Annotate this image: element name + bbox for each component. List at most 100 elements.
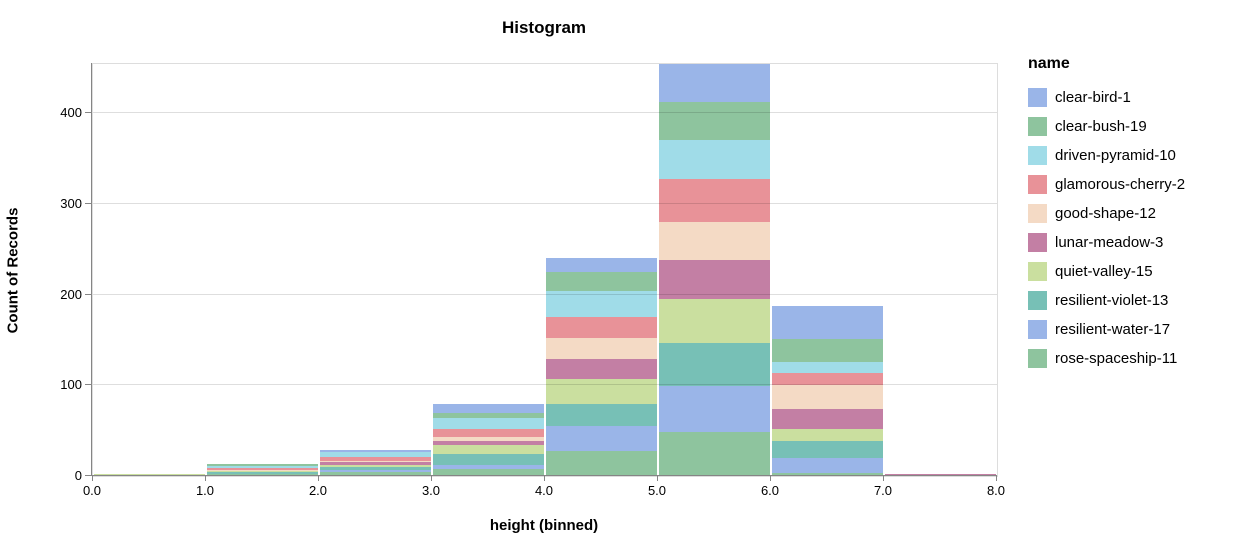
legend-swatch [1028, 204, 1047, 223]
bar-segment-rose-spaceship-11 [320, 472, 431, 476]
bar-segment-quiet-valley-15 [433, 445, 544, 455]
bar-segment-quiet-valley-15 [772, 428, 883, 441]
bar-segment-clear-bird-1 [433, 403, 544, 413]
plot-area [92, 63, 998, 477]
legend-swatch [1028, 291, 1047, 310]
x-tick-label: 2.0 [308, 483, 328, 498]
legend-label: glamorous-cherry-2 [1055, 176, 1186, 193]
bar-segment-resilient-violet-13 [772, 440, 883, 458]
bar-segment-rose-spaceship-11 [659, 432, 770, 476]
bar-segment-glamorous-cherry-2 [433, 428, 544, 438]
gridline-y-200 [93, 293, 997, 295]
bar-segment-driven-pyramid-10 [207, 466, 318, 468]
y-tick-label: 100 [60, 377, 82, 393]
y-tick-mark [85, 475, 91, 476]
bar-segment-driven-pyramid-10 [772, 361, 883, 373]
bar-segment-glamorous-cherry-2 [659, 179, 770, 222]
legend-label: rose-spaceship-11 [1055, 350, 1178, 367]
x-tick-label: 4.0 [534, 483, 554, 498]
bar-segment-resilient-violet-13 [320, 466, 431, 470]
bar-segment-resilient-water-17 [659, 386, 770, 433]
bar-segment-good-shape-12 [207, 469, 318, 471]
legend-items: clear-bird-1 clear-bush-19 driven-pyramid-… [1028, 83, 1185, 373]
bar-segment-clear-bush-19 [772, 339, 883, 362]
bar-segment-clear-bird-1 [659, 64, 770, 103]
bar-segment-glamorous-cherry-2 [207, 467, 318, 470]
legend-item-lunar-meadow-3: lunar-meadow-3 [1028, 228, 1185, 257]
legend-swatch [1028, 349, 1047, 368]
legend-item-quiet-valley-15: quiet-valley-15 [1028, 257, 1185, 286]
x-tick-mark [544, 476, 545, 481]
bar-segment-lunar-meadow-3 [772, 408, 883, 429]
legend-swatch [1028, 117, 1047, 136]
legend-item-clear-bird-1: clear-bird-1 [1028, 83, 1185, 112]
legend-label: good-shape-12 [1055, 205, 1156, 222]
bar-segment-quiet-valley-15 [546, 378, 657, 405]
legend-title: name [1028, 55, 1070, 72]
bar-segment-rose-spaceship-11 [433, 468, 544, 476]
bar-segment-driven-pyramid-10 [320, 452, 431, 457]
bar-segment-quiet-valley-15 [320, 465, 431, 467]
legend-swatch [1028, 88, 1047, 107]
legend-swatch [1028, 146, 1047, 165]
bar-segment-clear-bird-1 [772, 306, 883, 340]
legend: name clear-bird-1 clear-bush-19 driven-pyr… [1028, 55, 1185, 373]
bar-segment-good-shape-12 [433, 437, 544, 441]
x-tick-label: 0.0 [82, 483, 102, 498]
bar-segment-resilient-water-17 [546, 426, 657, 451]
bar-segment-clear-bird-1 [320, 449, 431, 453]
y-axis-title: Count of Records [4, 207, 22, 334]
bar-segment-rose-spaceship-11 [772, 473, 883, 476]
bar-segment-good-shape-12 [546, 338, 657, 359]
x-tick-mark [92, 476, 93, 481]
bar-segment-driven-pyramid-10 [659, 140, 770, 180]
bar-segment-clear-bush-19 [207, 464, 318, 467]
bar-bin-6-7 [772, 306, 883, 476]
bar-segment-resilient-violet-13 [433, 454, 544, 466]
x-axis-title: height (binned) [489, 517, 599, 534]
bar-segment-lunar-meadow-3 [546, 358, 657, 379]
bar-segment-lunar-meadow-3 [207, 470, 318, 472]
bar-segment-resilient-water-17 [772, 457, 883, 474]
bar-segment-resilient-violet-13 [546, 404, 657, 427]
legend-swatch [1028, 320, 1047, 339]
bar-segment-lunar-meadow-3 [320, 462, 431, 466]
bar-segment-glamorous-cherry-2 [772, 372, 883, 386]
y-tick-mark [85, 112, 91, 113]
x-tick-mark [657, 476, 658, 481]
bar-segment-resilient-violet-13 [659, 342, 770, 387]
legend-item-driven-pyramid-10: driven-pyramid-10 [1028, 141, 1185, 170]
bar-segment-resilient-water-17 [320, 469, 431, 473]
x-tick-mark [883, 476, 884, 481]
y-axis-domain-line [91, 63, 92, 476]
bar-segment-lunar-meadow-3 [659, 260, 770, 300]
y-tick-mark [85, 384, 91, 386]
bar-segment-clear-bush-19 [546, 271, 657, 291]
bar-segment-clear-bush-19 [659, 102, 770, 141]
bar-bin-5-6 [659, 64, 770, 476]
x-tick-label: 7.0 [873, 483, 893, 498]
bar-segment-good-shape-12 [320, 460, 431, 463]
y-tick-label: 300 [60, 195, 82, 211]
legend-label: quiet-valley-15 [1055, 263, 1153, 280]
legend-swatch [1028, 262, 1047, 281]
bar-segment-driven-pyramid-10 [546, 290, 657, 318]
gridline-y-100 [93, 384, 997, 386]
bar-segment-lunar-meadow-3 [433, 440, 544, 446]
y-tick-label: 400 [60, 105, 82, 120]
bar-bin-2-3 [320, 449, 431, 476]
x-tick-mark [318, 476, 319, 481]
bar-segment-good-shape-12 [772, 385, 883, 409]
x-tick-label: 6.0 [760, 483, 780, 498]
y-tick-label: 200 [60, 286, 82, 302]
legend-label: lunar-meadow-3 [1055, 234, 1164, 251]
bar-segment-resilient-water-17 [433, 465, 544, 469]
x-tick-label: 8.0 [986, 483, 1006, 498]
bar-segment-quiet-valley-15 [659, 299, 770, 343]
x-axis-domain-line [91, 475, 997, 476]
gridline-y-300 [93, 202, 997, 204]
bar-bin-4-5 [546, 258, 657, 476]
legend-label: driven-pyramid-10 [1055, 147, 1176, 164]
legend-item-glamorous-cherry-2: glamorous-cherry-2 [1028, 170, 1185, 199]
